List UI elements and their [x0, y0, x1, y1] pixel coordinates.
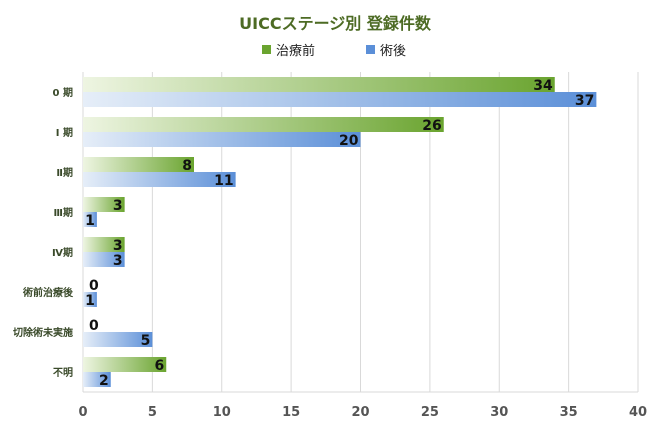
category-label-2: Ⅱ期 [56, 166, 73, 179]
bar-series-1-4 [83, 237, 125, 252]
data-label-series-2-3: 1 [85, 213, 95, 229]
bar-series-1-7 [83, 357, 167, 372]
data-label-series-1-3: 3 [113, 198, 123, 214]
x-tick-label-6: 30 [490, 405, 508, 420]
category-label-6: 切除術未実施 [13, 326, 73, 339]
bar-series-2-6 [83, 332, 153, 347]
category-label-4: Ⅳ期 [52, 246, 73, 259]
data-label-series-2-2: 11 [214, 173, 233, 189]
data-label-series-1-7: 6 [155, 358, 165, 374]
legend-item-series-1: 治療前 [262, 40, 315, 59]
data-label-series-1-4: 3 [113, 238, 123, 254]
category-label-5: 術前治療後 [22, 286, 74, 299]
chart-title: UICCステージ別 登録件数 [239, 14, 431, 33]
x-tick-label-5: 25 [421, 405, 439, 420]
x-tick-label-1: 5 [148, 405, 157, 420]
data-label-series-2-5: 1 [85, 293, 95, 309]
x-tick-label-4: 20 [351, 405, 369, 420]
data-label-series-1-5: 0 [89, 278, 99, 294]
data-label-series-2-1: 20 [339, 133, 359, 149]
bar-series-1-0 [83, 77, 555, 92]
bar-series-1-3 [83, 197, 125, 212]
data-label-series-1-2: 8 [182, 158, 192, 174]
category-label-0: 0 期 [53, 86, 73, 99]
data-label-series-2-7: 2 [99, 373, 109, 389]
bar-series-2-3 [83, 212, 97, 227]
legend-swatch-series-2 [366, 45, 375, 54]
data-label-series-2-6: 5 [141, 333, 151, 349]
bar-series-2-1 [83, 132, 361, 147]
legend-item-series-2: 術後 [366, 40, 406, 59]
legend-label-series-1: 治療前 [276, 44, 316, 59]
x-tick-label-7: 35 [560, 405, 578, 420]
data-label-series-1-6: 0 [89, 318, 99, 334]
bar-series-2-5 [83, 292, 97, 307]
category-label-1: Ⅰ 期 [56, 126, 73, 139]
bar-series-2-0 [83, 92, 597, 107]
bar-series-2-7 [83, 372, 111, 387]
data-label-series-1-1: 26 [422, 118, 441, 134]
legend-label-series-2: 術後 [380, 44, 407, 59]
category-label-7: 不明 [53, 367, 73, 379]
x-tick-label-8: 40 [629, 405, 647, 420]
x-tick-label-3: 15 [282, 405, 300, 420]
data-label-series-2-0: 37 [575, 93, 594, 109]
x-tick-label-0: 0 [78, 405, 87, 420]
bar-series-1-2 [83, 157, 194, 172]
data-label-series-1-0: 34 [533, 78, 553, 94]
bar-series-1-1 [83, 117, 444, 132]
legend: 治療前 術後 [0, 40, 670, 60]
x-tick-label-2: 10 [213, 405, 231, 420]
legend-swatch-series-1 [262, 45, 271, 54]
category-label-3: Ⅲ期 [54, 206, 73, 219]
bar-series-2-2 [83, 172, 236, 187]
data-label-series-2-4: 3 [113, 253, 123, 269]
bar-series-2-4 [83, 252, 125, 267]
